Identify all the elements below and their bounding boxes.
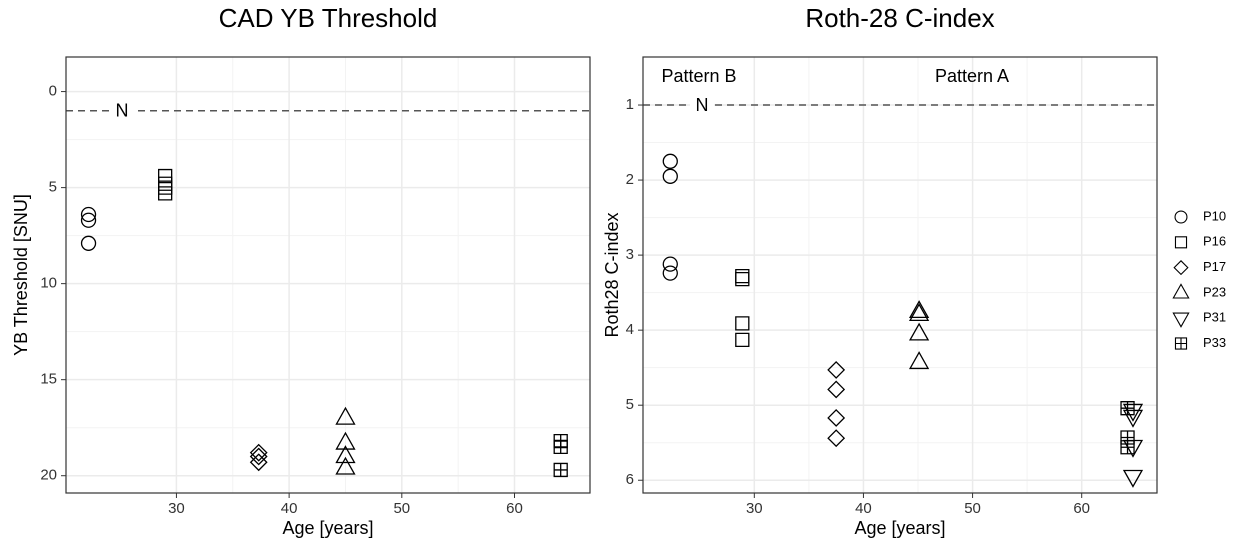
plot-background bbox=[66, 57, 590, 493]
point bbox=[735, 332, 750, 348]
point bbox=[335, 406, 356, 425]
point bbox=[908, 303, 930, 322]
y-tick-label: 20 bbox=[40, 467, 57, 484]
x-tick-label: 40 bbox=[855, 500, 872, 517]
point bbox=[1120, 401, 1135, 416]
point bbox=[662, 168, 678, 184]
legend-symbol bbox=[1172, 283, 1190, 299]
x-axis-label: Age [years] bbox=[854, 518, 945, 538]
plot-background bbox=[643, 57, 1157, 493]
point bbox=[80, 235, 97, 251]
x-tick-label: 50 bbox=[964, 500, 981, 517]
point bbox=[735, 271, 750, 287]
point bbox=[735, 316, 750, 331]
legend-label: P17 bbox=[1203, 259, 1226, 274]
legend-symbol bbox=[1174, 210, 1188, 224]
point bbox=[553, 439, 568, 455]
x-tick-label: 60 bbox=[1073, 500, 1090, 517]
point bbox=[335, 431, 356, 450]
y-tick-label: 6 bbox=[626, 471, 634, 488]
point bbox=[1120, 440, 1135, 455]
legend-symbol bbox=[1174, 337, 1188, 350]
y-tick-label: 3 bbox=[626, 246, 634, 263]
legend-symbol bbox=[1174, 236, 1188, 249]
chart-title: CAD YB Threshold bbox=[219, 3, 438, 33]
point bbox=[1122, 409, 1144, 428]
point bbox=[553, 462, 568, 478]
plot-border bbox=[65, 56, 591, 494]
point bbox=[335, 456, 356, 475]
point bbox=[335, 445, 356, 464]
x-tick-label: 40 bbox=[281, 500, 298, 517]
y-tick-label: 2 bbox=[626, 171, 634, 188]
annotation-background bbox=[110, 100, 134, 121]
x-tick-label: 30 bbox=[746, 500, 763, 517]
point bbox=[908, 300, 930, 319]
point bbox=[80, 206, 97, 223]
legend-symbol bbox=[1173, 260, 1189, 276]
legend-symbol bbox=[1172, 312, 1190, 328]
annotation: Pattern A bbox=[935, 66, 1009, 86]
annotation-background bbox=[690, 95, 714, 116]
y-tick-label: 15 bbox=[40, 371, 57, 388]
legend-label: P10 bbox=[1203, 208, 1226, 223]
y-tick-label: 5 bbox=[626, 396, 634, 413]
plot-border bbox=[642, 56, 1158, 494]
legend-label: P33 bbox=[1203, 335, 1226, 350]
legend-label: P31 bbox=[1203, 310, 1226, 325]
point bbox=[662, 265, 678, 281]
legend-label: P16 bbox=[1203, 234, 1226, 249]
x-tick-label: 50 bbox=[393, 500, 410, 517]
x-axis-label: Age [years] bbox=[282, 518, 373, 538]
annotation: N bbox=[696, 95, 709, 115]
point bbox=[249, 447, 268, 466]
y-axis-label: Roth28 C-index bbox=[602, 212, 622, 337]
point bbox=[662, 256, 678, 272]
legend-label: P23 bbox=[1203, 284, 1226, 299]
point bbox=[908, 351, 930, 370]
y-tick-label: 0 bbox=[49, 83, 57, 100]
point bbox=[1122, 469, 1144, 488]
annotation: Pattern B bbox=[661, 66, 736, 86]
point bbox=[827, 409, 846, 427]
point bbox=[827, 361, 846, 379]
y-axis-label: YB Threshold [SNU] bbox=[11, 194, 31, 356]
y-tick-label: 4 bbox=[626, 321, 634, 338]
point bbox=[662, 153, 678, 169]
x-tick-label: 30 bbox=[168, 500, 185, 517]
y-tick-label: 5 bbox=[49, 179, 57, 196]
point bbox=[249, 453, 268, 472]
y-tick-label: 1 bbox=[626, 96, 634, 113]
chart-title: Roth-28 C-index bbox=[805, 3, 994, 33]
x-tick-label: 60 bbox=[506, 500, 523, 517]
y-tick-label: 10 bbox=[40, 275, 57, 292]
point bbox=[1122, 403, 1144, 422]
point bbox=[80, 212, 97, 228]
point bbox=[908, 322, 930, 341]
point bbox=[158, 186, 173, 201]
point bbox=[249, 443, 268, 462]
point bbox=[827, 380, 846, 399]
point bbox=[827, 429, 846, 448]
annotation: N bbox=[116, 101, 129, 121]
